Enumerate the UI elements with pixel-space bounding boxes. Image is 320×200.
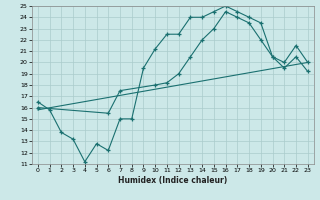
X-axis label: Humidex (Indice chaleur): Humidex (Indice chaleur) [118, 176, 228, 185]
